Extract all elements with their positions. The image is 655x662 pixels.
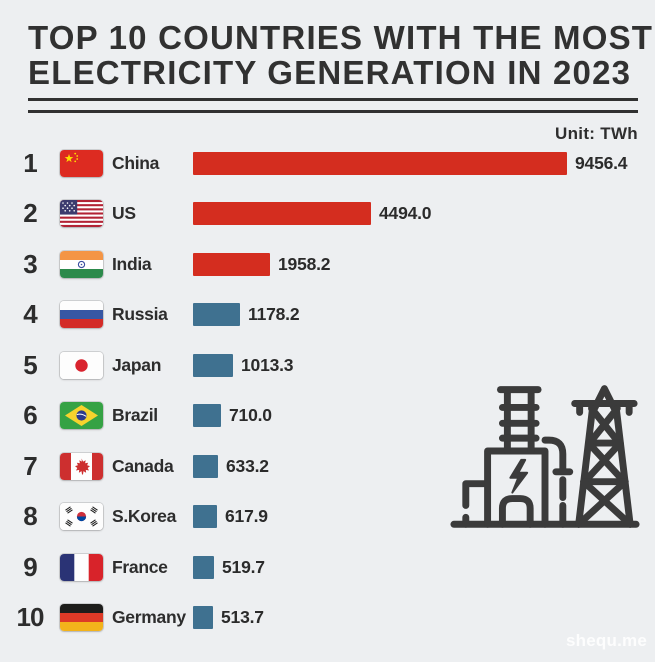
ranking-row: 8 S.Korea 617.9 [0, 492, 655, 543]
title-underline [28, 97, 638, 113]
rank-label: 7 [23, 450, 37, 481]
russia-flag-icon [60, 301, 103, 329]
ranking-row: 3 India 1958.2 [0, 239, 655, 290]
country-label: Germany [112, 607, 186, 628]
ranking-row: 1 China 9456.4 [0, 138, 655, 189]
header: TOP 10 COUNTRIES WITH THE MOST ELECTRICI… [28, 19, 654, 144]
value-bar [193, 555, 214, 579]
unit-label: Unit: TWh [555, 123, 638, 143]
ranking-row: 9 France 519.7 [0, 542, 655, 593]
country-label: France [112, 556, 168, 577]
value-label: 9456.4 [575, 152, 628, 173]
value-label: 1178.2 [248, 304, 300, 325]
rank-label: 8 [23, 501, 37, 532]
ranking-list: 1 China 9456.4 2 US 4494.0 3 India 1958.2 4 Russia… [0, 138, 655, 643]
country-label: India [112, 253, 152, 274]
canada-flag-icon [60, 452, 103, 480]
value-bar [193, 252, 270, 276]
value-label: 633.2 [226, 455, 269, 476]
value-label: 617.9 [225, 506, 268, 527]
value-label: 513.7 [221, 607, 264, 628]
watermark: shequ.me [566, 631, 647, 650]
ranking-row: 10 Germany 513.7 [0, 593, 655, 644]
rank-label: 9 [23, 551, 37, 582]
value-label: 1958.2 [278, 253, 331, 274]
value-bar [193, 202, 371, 226]
china-flag-icon [60, 149, 103, 177]
rank-label: 5 [23, 349, 37, 380]
brazil-flag-icon [60, 402, 103, 430]
country-label: Japan [112, 354, 162, 375]
rank-label: 3 [23, 248, 37, 279]
value-bar [193, 505, 217, 529]
india-flag-icon [60, 250, 103, 278]
value-bar [193, 606, 213, 630]
germany-flag-icon [60, 604, 103, 632]
rank-label: 4 [23, 299, 37, 330]
value-bar [193, 151, 567, 175]
france-flag-icon [60, 553, 103, 581]
ranking-row: 2 US 4494.0 [0, 189, 655, 240]
country-label: US [112, 203, 136, 224]
power-plant-icon [446, 372, 644, 532]
rank-label: 2 [23, 198, 37, 229]
value-label: 519.7 [222, 556, 265, 577]
country-label: Canada [112, 455, 174, 476]
japan-flag-icon [60, 351, 103, 379]
country-label: China [112, 152, 160, 173]
rank-label: 10 [16, 602, 45, 633]
value-label: 1013.3 [241, 354, 294, 375]
rank-label: 6 [23, 400, 37, 431]
value-bar [193, 353, 233, 377]
page-title-line2: ELECTRICITY GENERATION IN 2023 [28, 54, 632, 92]
value-bar [193, 303, 240, 327]
value-bar [193, 404, 221, 428]
ranking-row: 6 Brazil 710.0 [0, 391, 655, 442]
country-label: S.Korea [112, 506, 177, 527]
value-label: 4494.0 [379, 203, 432, 224]
ranking-row: 5 Japan 1013.3 [0, 340, 655, 391]
page-title: TOP 10 COUNTRIES WITH THE MOST ELECTRICI… [28, 19, 654, 92]
page-title-line1: TOP 10 COUNTRIES WITH THE MOST [28, 19, 654, 56]
value-bar [193, 454, 218, 478]
country-label: Russia [112, 304, 168, 325]
skorea-flag-icon [60, 503, 103, 531]
country-label: Brazil [112, 405, 158, 426]
ranking-row: 7 Canada 633.2 [0, 441, 655, 492]
us-flag-icon [60, 200, 103, 228]
ranking-row: 4 Russia 1178.2 [0, 290, 655, 341]
rank-label: 1 [23, 147, 37, 178]
value-label: 710.0 [229, 405, 272, 426]
